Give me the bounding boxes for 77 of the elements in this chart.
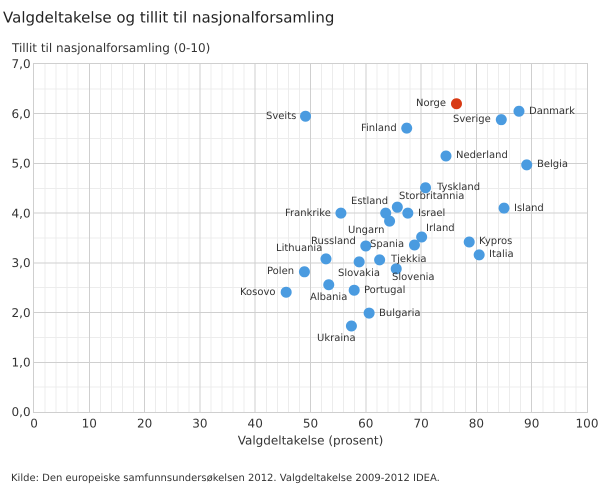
point (496, 114, 507, 126)
point (364, 308, 375, 319)
annotation: Frankrike (285, 208, 331, 219)
point (280, 286, 292, 298)
annotation: Tjekkia (390, 254, 427, 265)
x-tick-label: 10 (82, 416, 97, 430)
annotation: Portugal (364, 285, 406, 296)
point (392, 202, 403, 213)
x-tick-label: 40 (248, 416, 263, 430)
annotation: Estland (351, 196, 388, 207)
annotation: Spania (370, 239, 404, 250)
y-tick-label: 6,0 (12, 106, 31, 121)
annotation: Norge (416, 98, 446, 109)
point (374, 254, 386, 266)
x-tick-label: 60 (358, 416, 374, 430)
annotation: Storbritannia (399, 191, 464, 202)
annotation: Finland (361, 123, 397, 134)
annotation: Israel (418, 208, 446, 219)
point (498, 202, 510, 214)
point (416, 232, 428, 243)
annotation: Danmark (529, 106, 576, 117)
annotation: Sverige (453, 114, 491, 125)
x-tick-label: 70 (413, 416, 429, 430)
point (335, 208, 346, 219)
annotation: Kosovo (240, 287, 276, 298)
point (450, 98, 462, 110)
annotation: Belgia (537, 159, 568, 170)
point (323, 279, 334, 290)
x-tick-label: 0 (30, 416, 38, 430)
annotation: Sveits (266, 111, 296, 122)
annotation: Kypros (479, 236, 512, 247)
annotation: Albania (310, 292, 348, 303)
y-tick-label: 5,0 (12, 156, 31, 171)
y-axis-title: Tillit til nasjonalforsamling (0-10) (11, 41, 210, 55)
annotation: Irland (426, 223, 455, 234)
point (320, 253, 332, 264)
y-tick-label: 0,0 (12, 405, 31, 420)
annotation: Slovenia (392, 272, 435, 283)
point (380, 208, 392, 219)
point (384, 216, 396, 227)
point (408, 239, 420, 250)
point (521, 159, 532, 170)
point (348, 284, 360, 296)
point (440, 150, 452, 162)
chart-title: Valgdeltakelse og tillit til nasjonalforsamling (3, 8, 334, 27)
annotation: Ungarn (348, 225, 384, 236)
point (474, 249, 485, 260)
x-tick-label: 100 (576, 416, 598, 430)
annotation: Tyskland (436, 182, 480, 193)
point (513, 106, 524, 117)
y-tick-label: 2,0 (12, 306, 31, 320)
y-tick-label: 4,0 (12, 206, 31, 220)
point (298, 266, 310, 278)
point (401, 122, 412, 134)
point (346, 320, 357, 332)
x-tick-label: 50 (302, 416, 318, 430)
annotation: Bulgaria (379, 308, 420, 319)
x-tick-label: 80 (468, 416, 484, 430)
annotation: Italia (489, 249, 514, 260)
annotation: Nederland (456, 150, 508, 161)
annotation: Polen (267, 266, 294, 277)
x-tick-label: 30 (192, 416, 208, 430)
annotation: Island (514, 203, 544, 214)
point (300, 110, 312, 122)
y-tick-label: 1,0 (12, 355, 31, 370)
point (402, 208, 414, 219)
x-tick-label: 90 (524, 416, 540, 430)
y-tick-label: 3,0 (12, 256, 31, 270)
annotation: Slovakia (338, 268, 380, 279)
point (464, 236, 475, 248)
annotation: Ukraina (317, 333, 356, 344)
x-tick-label: 20 (136, 416, 152, 430)
text: Kilde: Den europeiske samfunnsundersøkelsen 2012. Valgdeltakelse 2009-2012 IDEA. (11, 473, 440, 484)
x-axis-title: Valgdeltakelse (prosent) (238, 433, 384, 448)
point (360, 240, 372, 252)
point (354, 256, 365, 268)
y-tick-label: 7,0 (12, 57, 31, 72)
